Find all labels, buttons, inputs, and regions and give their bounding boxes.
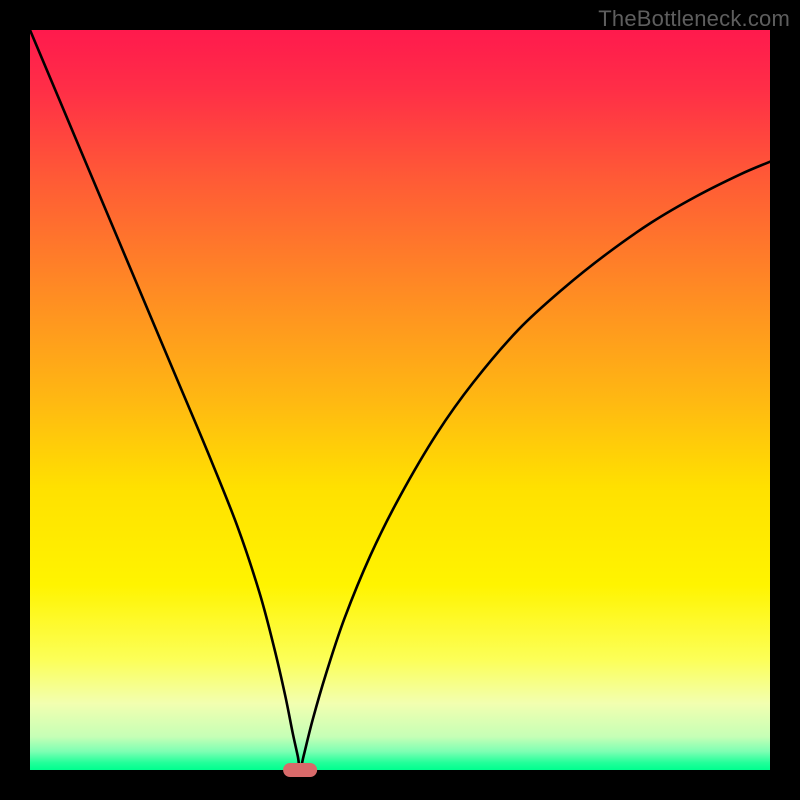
plot-background	[30, 30, 770, 770]
watermark-text: TheBottleneck.com	[598, 6, 790, 32]
optimal-point-marker	[283, 763, 317, 777]
bottleneck-curve-plot	[0, 0, 800, 800]
chart-frame: TheBottleneck.com	[0, 0, 800, 800]
